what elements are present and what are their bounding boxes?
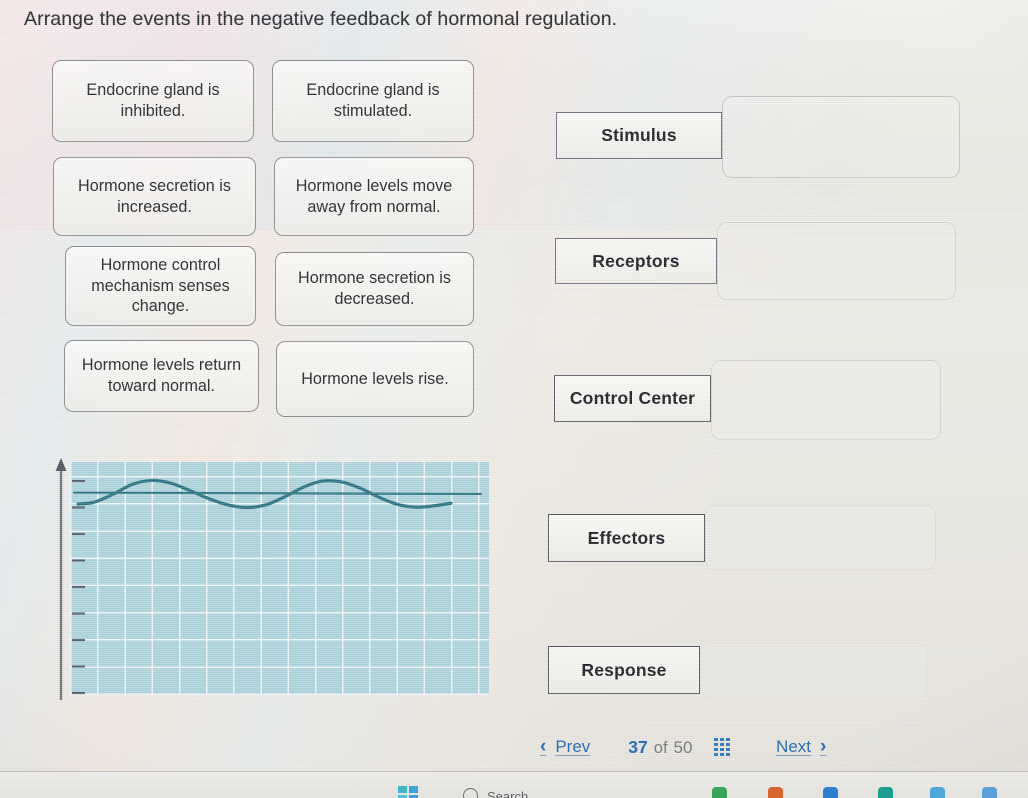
current-page-number: 37 bbox=[628, 736, 648, 757]
windows-logo-icon[interactable] bbox=[398, 786, 418, 798]
answer-dropzone-receptors[interactable] bbox=[717, 222, 956, 300]
grid-view-icon[interactable] bbox=[714, 737, 731, 757]
next-button[interactable]: Next › bbox=[776, 736, 826, 758]
search-icon[interactable] bbox=[463, 788, 478, 798]
y-axis-ticks bbox=[72, 479, 85, 695]
taskbar-app-icon[interactable] bbox=[768, 787, 783, 798]
draggable-option-tile[interactable]: Endocrine gland is stimulated. bbox=[272, 60, 474, 142]
draggable-option-tile[interactable]: Hormone control mechanism senses change. bbox=[65, 246, 256, 326]
page-indicator: 37 of 50 bbox=[628, 737, 692, 758]
pagination-bar: ‹ Prev 37 of 50 Next › bbox=[540, 730, 920, 764]
windows-taskbar: Search bbox=[0, 771, 1028, 798]
chart-curves bbox=[73, 478, 482, 510]
prev-button[interactable]: ‹ Prev bbox=[540, 736, 590, 758]
answer-dropzone-stimulus[interactable] bbox=[722, 96, 960, 178]
answer-dropzone-effectors[interactable] bbox=[705, 505, 936, 570]
slot-label-response: Response bbox=[548, 646, 700, 694]
question-prompt: Arrange the events in the negative feedb… bbox=[24, 8, 618, 30]
taskbar-app-icon[interactable] bbox=[823, 787, 838, 798]
chevron-left-icon: ‹ bbox=[540, 736, 547, 757]
draggable-option-tile[interactable]: Endocrine gland is inhibited. bbox=[52, 60, 254, 142]
draggable-option-tile[interactable]: Hormone secretion is decreased. bbox=[275, 252, 474, 326]
slot-label-control-center: Control Center bbox=[554, 375, 711, 422]
chart-y-axis bbox=[55, 458, 85, 700]
taskbar-search-label[interactable]: Search bbox=[487, 789, 529, 798]
draggable-option-tile[interactable]: Hormone secretion is increased. bbox=[53, 157, 256, 236]
chevron-right-icon: › bbox=[820, 736, 827, 757]
slot-label-stimulus: Stimulus bbox=[556, 112, 722, 159]
slot-label-effectors: Effectors bbox=[548, 514, 705, 562]
total-page-count: 50 bbox=[673, 737, 693, 757]
normal-setpoint-line bbox=[73, 491, 482, 496]
taskbar-app-icon[interactable] bbox=[982, 787, 997, 798]
answer-dropzone-control-center[interactable] bbox=[711, 360, 941, 440]
draggable-option-tile[interactable]: Hormone levels rise. bbox=[276, 341, 474, 417]
taskbar-app-icon[interactable] bbox=[930, 787, 945, 798]
prev-button-label: Prev bbox=[555, 737, 591, 756]
taskbar-app-icon[interactable] bbox=[712, 787, 727, 798]
answer-dropzone-response[interactable] bbox=[700, 643, 928, 698]
draggable-option-tile[interactable]: Hormone levels move away from normal. bbox=[274, 157, 474, 236]
hormone-level-chart bbox=[70, 462, 489, 695]
draggable-option-tile[interactable]: Hormone levels return toward normal. bbox=[64, 340, 259, 412]
hormone-level-curve bbox=[76, 478, 453, 510]
page-of-label: of bbox=[653, 738, 668, 757]
next-button-label: Next bbox=[776, 737, 812, 756]
slot-label-receptors: Receptors bbox=[555, 238, 717, 284]
taskbar-app-icon[interactable] bbox=[878, 787, 893, 798]
